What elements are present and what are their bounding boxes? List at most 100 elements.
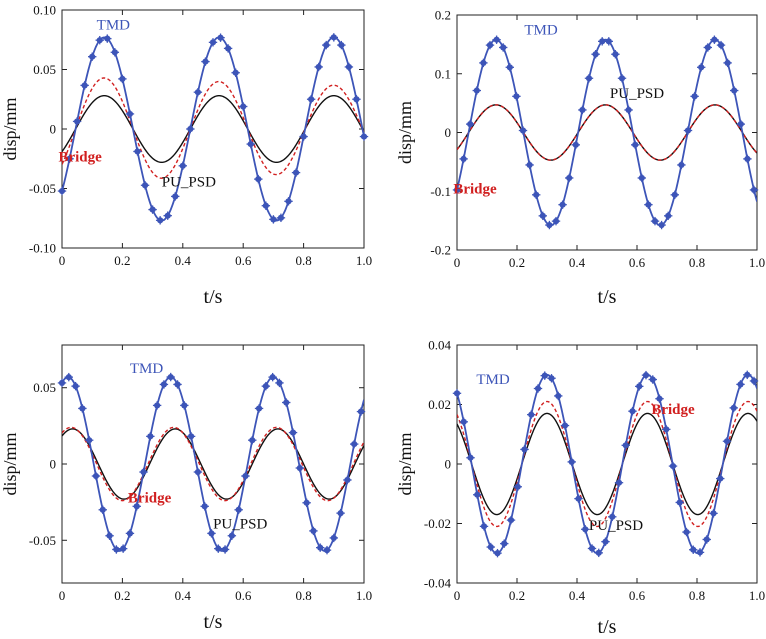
tmd-data-point	[527, 410, 536, 419]
tmd-data-point	[628, 407, 637, 416]
tmd-data-point	[506, 515, 516, 525]
y-tick-label: 0	[445, 125, 452, 140]
tmd-data-point	[132, 502, 141, 511]
tmd-data-point	[675, 498, 684, 507]
tmd-data-point	[532, 190, 541, 200]
tmd-data-point	[216, 33, 225, 42]
tmd-data-point	[322, 40, 331, 50]
tmd-data-point	[729, 403, 738, 413]
tmd-data-point	[581, 525, 590, 534]
tmd-data-point	[133, 147, 142, 156]
chart-panel-bottom-left: 0 0.2 0.4 0.6 0.8 1.0 -0.05 0 0.05 t/s disp/mm TMD B…	[0, 344, 372, 633]
tmd-data-point	[499, 43, 508, 52]
y-axis-title: disp/mm	[0, 432, 20, 495]
y-tick-label: 0.10	[33, 3, 56, 18]
series-line-pu-psd	[457, 412, 757, 516]
tmd-data-point	[276, 213, 286, 223]
tmd-data-point	[78, 404, 87, 413]
tmd-data-point	[466, 453, 475, 462]
tmd-data-point	[359, 132, 369, 141]
tmd-data-point	[95, 35, 104, 45]
tmd-data-point	[125, 109, 135, 119]
tmd-data-point	[103, 34, 112, 43]
y-tick-label: 0.02	[428, 397, 451, 412]
x-tick-label: 0.8	[295, 588, 311, 603]
x-tick-label: 0.6	[235, 253, 252, 268]
y-tick-label: 0.05	[33, 380, 56, 395]
y-tick-label: 0	[50, 122, 57, 137]
tmd-data-point	[578, 105, 587, 115]
tmd-data-point	[329, 33, 338, 42]
series-line-pu-psd	[457, 104, 757, 161]
tmd-data-point	[716, 40, 726, 50]
tmd-data-point	[682, 527, 691, 537]
tmd-data-point	[452, 389, 462, 398]
annotation-label-pu-psd: PU_PSD	[589, 518, 643, 534]
tmd-data-point	[485, 40, 495, 50]
x-tick-label: 0.2	[114, 588, 130, 603]
annotation-label-tmd: TMD	[524, 23, 558, 39]
tmd-data-point	[349, 439, 359, 449]
tmd-data-point	[598, 37, 607, 46]
tmd-data-point	[641, 370, 651, 380]
tmd-data-point	[309, 526, 318, 536]
annotation-label-pu-psd: PU_PSD	[610, 86, 664, 102]
tmd-data-point	[288, 428, 298, 437]
tmd-data-point	[538, 211, 547, 221]
annotation-label-bridge: Bridge	[453, 181, 497, 197]
tmd-data-point	[291, 168, 301, 177]
tmd-data-point	[173, 380, 182, 389]
chart-panel-top-left: 0 0.2 0.4 0.6 0.8 1.0 -0.10 -0.05 0 0.05 0.10 t/s di…	[0, 3, 372, 309]
tmd-data-point	[91, 471, 101, 481]
x-tick-label: 1.0	[356, 588, 372, 603]
tmd-data-point	[65, 154, 74, 163]
tmd-data-point	[710, 35, 719, 44]
y-tick-label: 0.05	[33, 62, 56, 77]
y-tick-label: 0.2	[435, 8, 451, 23]
series-line-pu-psd	[62, 428, 364, 500]
tmd-data-point	[697, 63, 706, 72]
x-tick-label: 0	[59, 588, 66, 603]
x-tick-label: 0	[59, 253, 66, 268]
tmd-data-point	[201, 57, 210, 66]
tmd-data-point	[617, 74, 627, 83]
tmd-data-point	[234, 505, 243, 514]
x-axis-title: t/s	[204, 286, 223, 308]
x-tick-label: 0.4	[569, 588, 586, 603]
tmd-data-point	[268, 372, 277, 382]
tmd-data-point	[749, 376, 759, 386]
tmd-data-point	[261, 201, 271, 210]
tmd-data-point	[227, 531, 237, 540]
tmd-data-point	[295, 463, 305, 473]
y-tick-label: -0.05	[29, 533, 56, 548]
tmd-data-point	[664, 211, 673, 221]
tmd-data-point	[479, 58, 488, 68]
series-line-bridge	[62, 77, 364, 179]
tmd-data-point	[540, 371, 549, 380]
tmd-data-point	[533, 384, 543, 393]
tmd-data-point	[500, 539, 509, 548]
tmd-data-point	[112, 545, 121, 554]
annotation-label-bridge: Bridge	[651, 402, 695, 418]
y-axis-title: disp/mm	[395, 101, 415, 164]
tmd-data-point	[683, 126, 693, 135]
tmd-data-point	[284, 197, 293, 206]
tmd-data-point	[631, 140, 640, 150]
tmd-data-point	[88, 52, 97, 61]
tmd-data-point	[231, 68, 240, 77]
y-axis-title: disp/mm	[395, 432, 415, 495]
tmd-data-point	[337, 40, 346, 50]
series-line-bridge	[457, 104, 757, 161]
tmd-data-point	[743, 154, 752, 164]
tmd-data-point	[200, 502, 209, 511]
tmd-data-point	[466, 119, 475, 129]
tmd-data-point	[505, 63, 514, 72]
tmd-data-point	[695, 548, 705, 557]
tmd-data-point	[64, 372, 73, 382]
tmd-data-point	[677, 160, 686, 170]
tmd-data-point	[322, 545, 332, 555]
chart-panel-bottom-right: 0 0.2 0.4 0.6 0.8 1.0 -0.04 -0.02 0 0.02 0.04 t/s di…	[395, 338, 765, 639]
y-tick-label: -0.2	[430, 243, 451, 258]
tmd-data-point	[608, 512, 617, 521]
tmd-data-point	[749, 185, 759, 195]
